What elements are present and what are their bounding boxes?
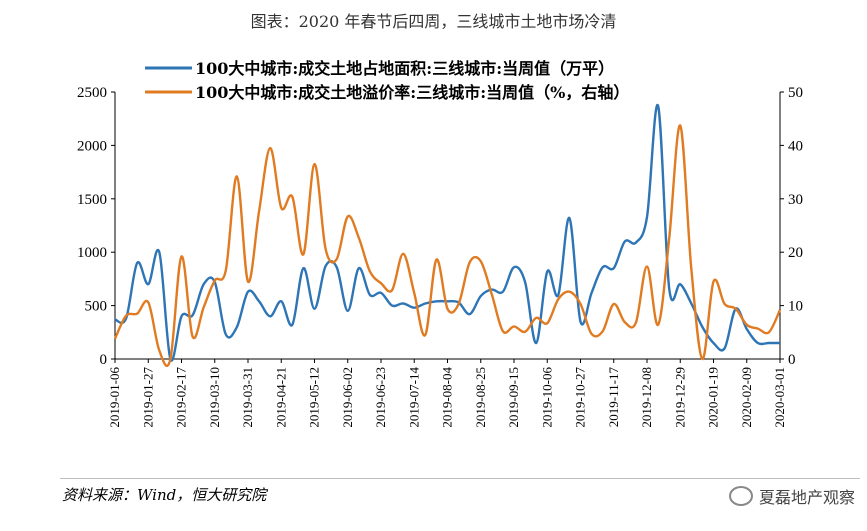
x-tick-label: 2019-09-15 xyxy=(506,367,521,428)
x-tick-label: 2019-08-04 xyxy=(440,367,455,428)
legend: 100大中城市:成交土地占地面积:三线城市:当周值（万平） 100大中城市:成交… xyxy=(145,59,629,102)
wechat-icon xyxy=(728,486,753,506)
series-line-1 xyxy=(114,103,780,362)
source-divider xyxy=(60,478,860,479)
x-tick-label: 2019-06-02 xyxy=(340,367,355,428)
x-tick-label: 2019-02-17 xyxy=(174,367,189,428)
x-tick-label: 2019-10-06 xyxy=(539,367,554,428)
x-tick-label: 2019-12-08 xyxy=(639,367,654,428)
source-note: 资料来源：Wind，恒大研究院 xyxy=(62,486,267,504)
y-right-tick-label: 10 xyxy=(788,299,803,315)
watermark: 夏磊地产观察 xyxy=(728,484,855,508)
y-right-tick-label: 50 xyxy=(788,85,803,101)
x-tick-label: 2019-12-29 xyxy=(672,367,687,428)
x-tick-label: 2019-08-25 xyxy=(473,367,488,428)
x-tick-label: 2019-05-12 xyxy=(307,367,322,428)
x-tick-label: 2019-10-27 xyxy=(573,367,588,428)
y-left-tick-label: 500 xyxy=(85,299,108,315)
x-tick-label: 2019-03-31 xyxy=(240,367,255,428)
x-tick-label: 2019-03-10 xyxy=(207,367,222,428)
x-tick-label: 2019-01-06 xyxy=(107,367,122,428)
legend-label-series-1: 100大中城市:成交土地占地面积:三线城市:当周值（万平） xyxy=(195,59,614,78)
y-left-tick-label: 0 xyxy=(100,352,108,368)
x-tick-label: 2019-06-23 xyxy=(373,367,388,428)
watermark-text: 夏磊地产观察 xyxy=(758,488,855,507)
x-tick-label: 2020-02-09 xyxy=(739,367,754,428)
y-left-tick-label: 1500 xyxy=(77,192,107,208)
y-left-tick-label: 1000 xyxy=(77,245,107,261)
y-right-tick-label: 0 xyxy=(788,352,796,368)
y-left-tick-label: 2500 xyxy=(77,85,107,101)
axes: 0 500 1000 1500 2000 2500 0 10 20 30 40 50 2019-01-0… xyxy=(77,85,803,428)
x-tick-label: 2019-07-14 xyxy=(406,367,421,428)
legend-label-series-2: 100大中城市:成交土地溢价率:三线城市:当周值（%，右轴） xyxy=(195,83,629,102)
x-tick-label: 2019-04-21 xyxy=(273,367,288,428)
y-right-tick-label: 20 xyxy=(788,245,803,261)
x-tick-label: 2020-01-19 xyxy=(706,367,721,428)
x-tick-label: 2020-03-01 xyxy=(772,367,787,428)
chart-title: 图表：2020 年春节后四周，三线城市土地市场冷清 xyxy=(250,12,617,31)
y-right-tick-label: 30 xyxy=(788,192,803,208)
y-left-tick-label: 2000 xyxy=(77,138,107,154)
series-line-2 xyxy=(113,124,782,367)
x-tick-label: 2019-11-17 xyxy=(606,367,621,428)
x-tick-label: 2019-01-27 xyxy=(140,367,155,428)
series-lines xyxy=(113,103,782,367)
y-right-tick-label: 40 xyxy=(788,138,803,154)
